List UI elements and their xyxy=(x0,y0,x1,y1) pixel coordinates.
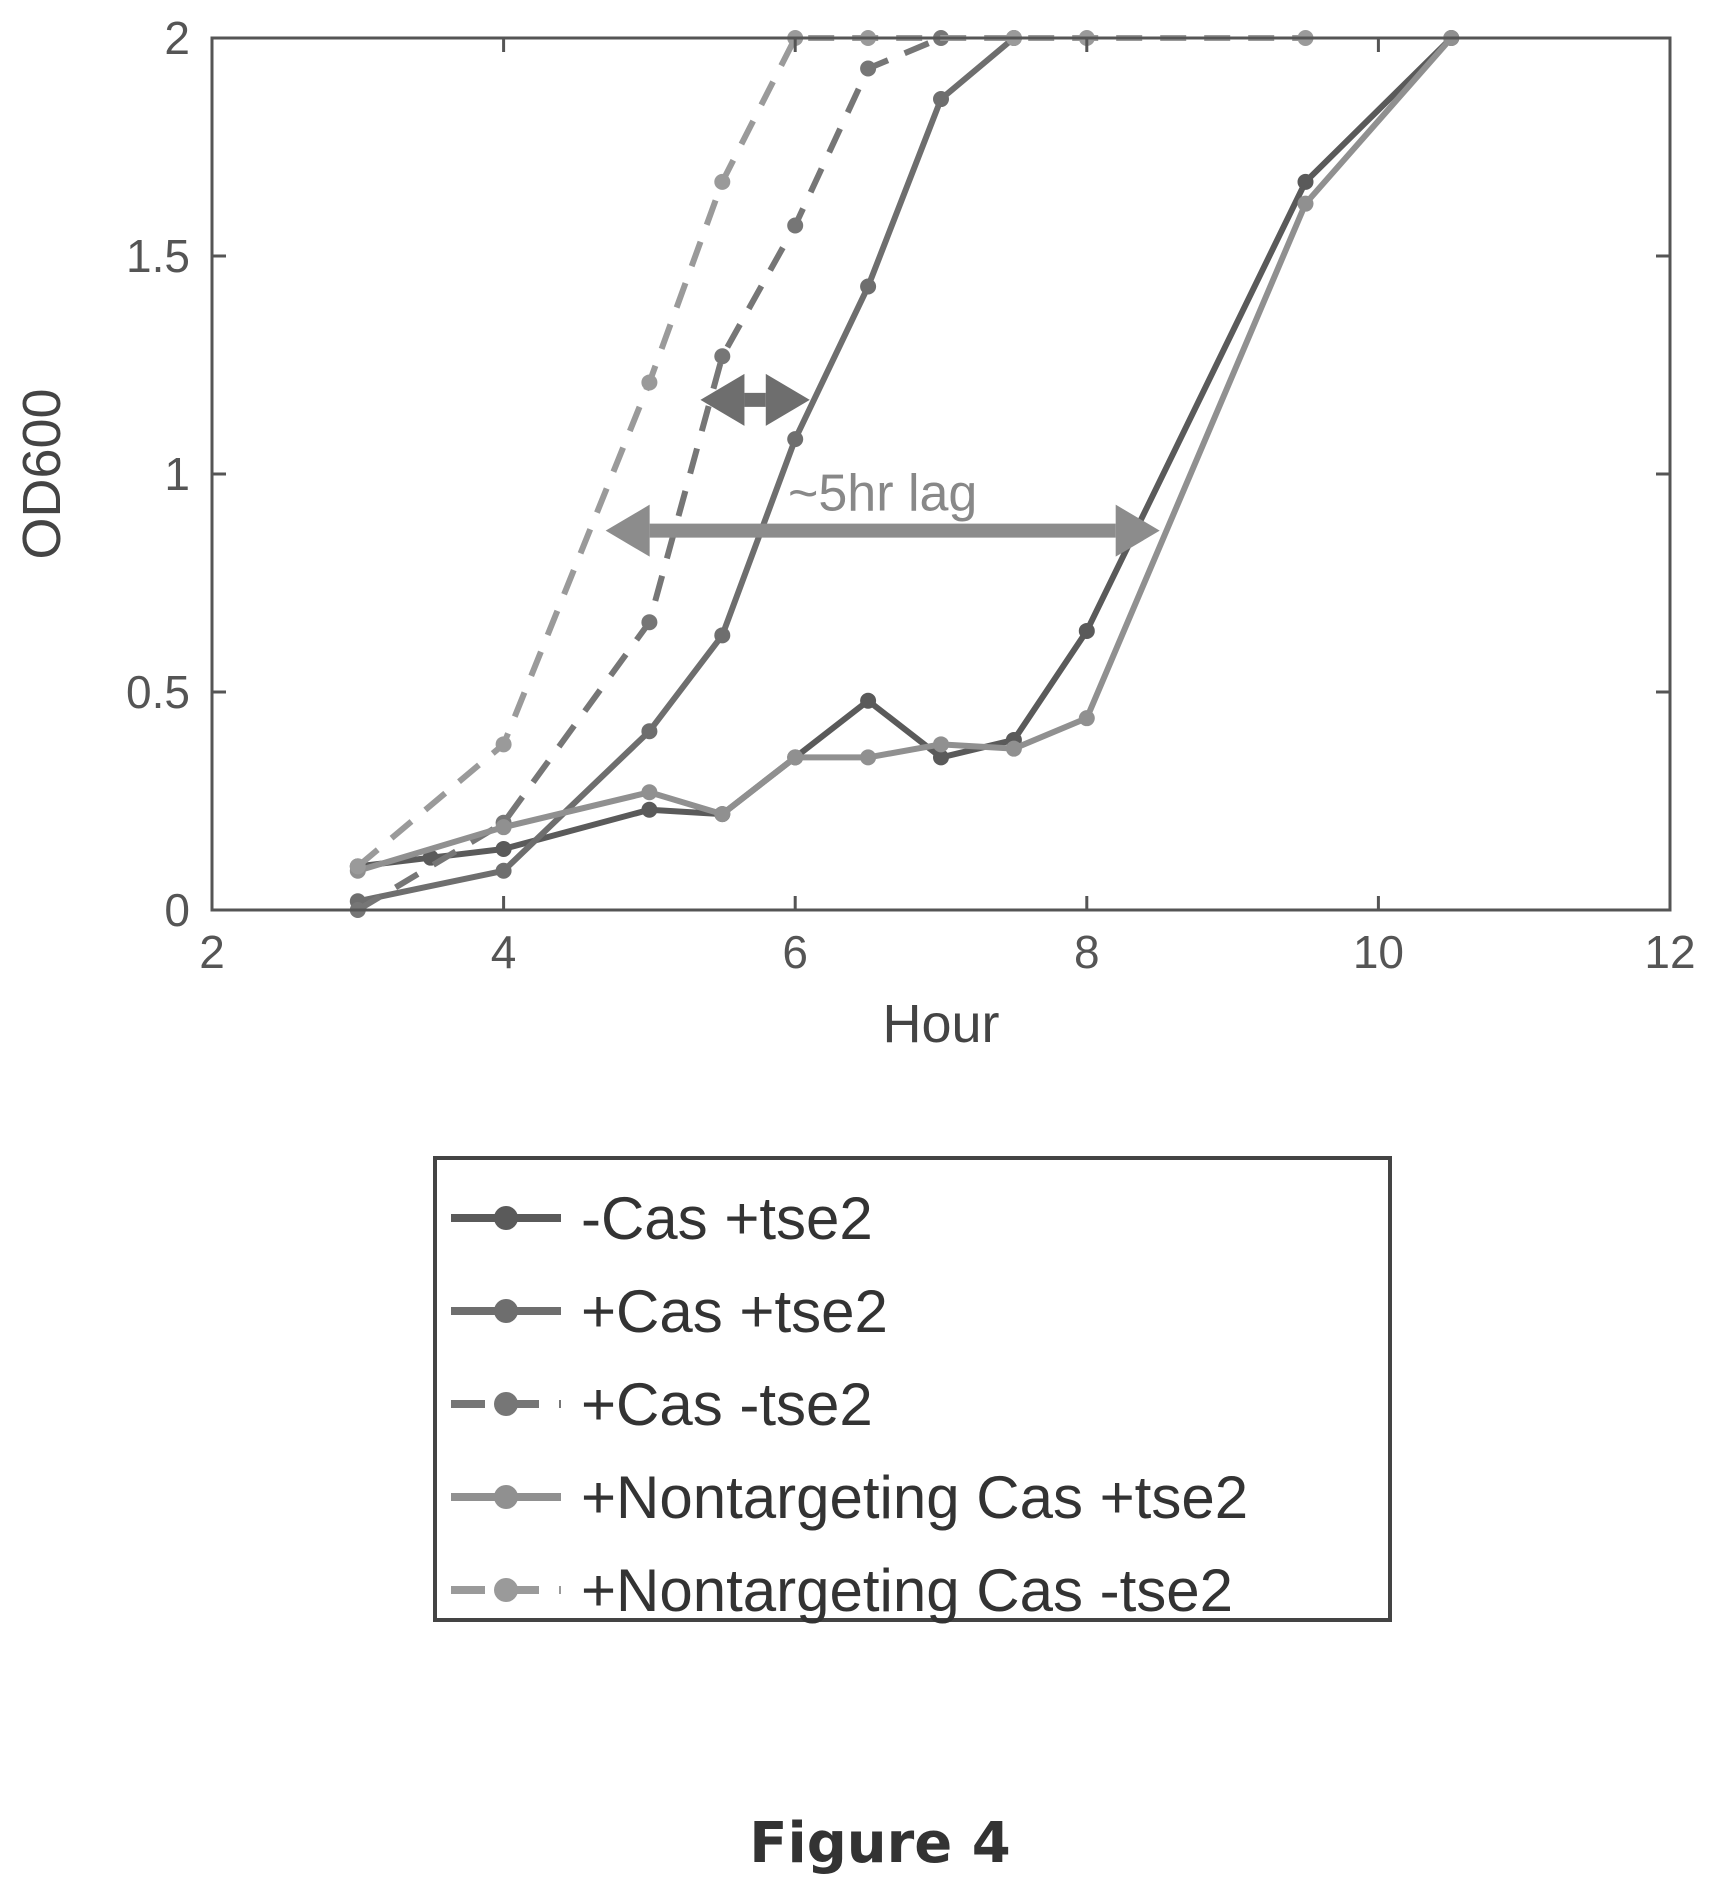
annotation-text-0: ~5hr lag xyxy=(788,465,977,523)
data-point-nontargeting-cas-tse2-4 xyxy=(787,749,804,766)
data-point-nontargeting-cas-tse2-3 xyxy=(714,806,731,823)
data-point-cas-tse2-6 xyxy=(860,692,877,709)
data-point-cas-tse2-6 xyxy=(933,91,949,108)
annotation-arrowhead-left-1 xyxy=(700,373,745,426)
series-line-nontargeting-cas-tse2 xyxy=(356,36,1454,874)
legend-swatch-marker-cas-tse2 xyxy=(494,1392,518,1416)
y-axis-label: OD600 xyxy=(12,388,72,559)
data-point-nontargeting-cas-tse2-2 xyxy=(641,784,658,801)
data-point-nontargeting-cas-tse2-5 xyxy=(860,749,877,766)
data-point-cas-tse2-2 xyxy=(495,840,512,857)
data-point-cas-tse2-3 xyxy=(714,627,731,644)
data-point-nontargeting-cas-tse2-0 xyxy=(349,858,366,875)
x-tick-label-8: 8 xyxy=(1074,926,1100,978)
figure-caption: Figure 4 xyxy=(749,1811,1010,1876)
annotations: ~5hr lag xyxy=(605,373,1160,557)
data-point-cas-tse2-4 xyxy=(787,431,804,448)
legend-label-cas-tse2: +Cas +tse2 xyxy=(581,1278,888,1345)
data-point-cas-tse2-3 xyxy=(714,348,731,365)
axes: 2 4 6 8 10 12 0 0.5 1 1.5 2 Hour OD600 xyxy=(12,12,1696,1054)
y-tick-label-1-5: 1.5 xyxy=(126,230,190,282)
legend-swatch-marker-cas-tse2 xyxy=(494,1299,518,1323)
annotation-arrowhead-left-0 xyxy=(605,504,650,557)
x-tick-label-12: 12 xyxy=(1644,926,1695,978)
data-point-nontargeting-cas-tse2-8 xyxy=(1078,710,1095,727)
data-point-cas-tse2-10 xyxy=(1297,173,1314,190)
y-tick-label-2: 2 xyxy=(164,12,190,64)
data-point-cas-tse2-7 xyxy=(933,749,949,766)
legend-swatch-marker-cas-tse2 xyxy=(494,1206,518,1230)
data-point-nontargeting-cas-tse2-2 xyxy=(641,374,658,391)
y-tick-label-1: 1 xyxy=(164,448,190,500)
y-tick-label-0-5: 0.5 xyxy=(126,666,190,718)
legend-box xyxy=(433,1156,1392,1622)
legend-swatch-marker-nontargeting-cas-tse2 xyxy=(494,1578,518,1602)
x-tick-label-2: 2 xyxy=(199,926,225,978)
data-point-nontargeting-cas-tse2-1 xyxy=(495,819,512,836)
x-tick-label-6: 6 xyxy=(782,926,808,978)
x-tick-label-4: 4 xyxy=(491,926,517,978)
data-point-cas-tse2-3 xyxy=(641,801,658,818)
x-tick-label-10: 10 xyxy=(1353,926,1404,978)
annotation-arrowhead-right-1 xyxy=(765,373,810,426)
legend-swatch-marker-nontargeting-cas-tse2 xyxy=(494,1485,518,1509)
legend: -Cas +tse2 +Cas +tse2 +Cas -tse2 +Nontarget… xyxy=(433,1156,1392,1624)
legend-label-nontargeting-cas-tse2: +Nontargeting Cas -tse2 xyxy=(581,1557,1233,1624)
data-point-cas-tse2-1 xyxy=(495,862,512,879)
series-line-nontargeting-cas-tse2 xyxy=(355,35,1306,869)
data-point-nontargeting-cas-tse2-6 xyxy=(933,736,949,753)
data-point-cas-tse2-4 xyxy=(787,217,804,234)
data-point-nontargeting-cas-tse2-7 xyxy=(1005,740,1022,757)
x-axis-label: Hour xyxy=(882,994,999,1054)
data-point-cas-tse2-2 xyxy=(641,723,658,740)
legend-label-cas-tse2: -Cas +tse2 xyxy=(581,1185,873,1252)
data-point-nontargeting-cas-tse2-9 xyxy=(1297,195,1314,212)
annotation-arrowhead-right-0 xyxy=(1115,504,1160,557)
data-point-nontargeting-cas-tse2-1 xyxy=(495,736,512,753)
series-line-cas-tse2 xyxy=(357,35,1454,870)
legend-label-cas-tse2: +Cas -tse2 xyxy=(581,1371,873,1438)
data-point-cas-tse2-5 xyxy=(860,60,877,77)
data-point-cas-tse2-2 xyxy=(641,614,658,631)
data-point-cas-tse2-5 xyxy=(860,278,877,295)
data-point-nontargeting-cas-tse2-3 xyxy=(714,173,731,190)
legend-label-nontargeting-cas-tse2: +Nontargeting Cas +tse2 xyxy=(581,1464,1248,1531)
y-tick-label-0: 0 xyxy=(164,884,190,936)
data-point-cas-tse2-9 xyxy=(1078,622,1095,639)
